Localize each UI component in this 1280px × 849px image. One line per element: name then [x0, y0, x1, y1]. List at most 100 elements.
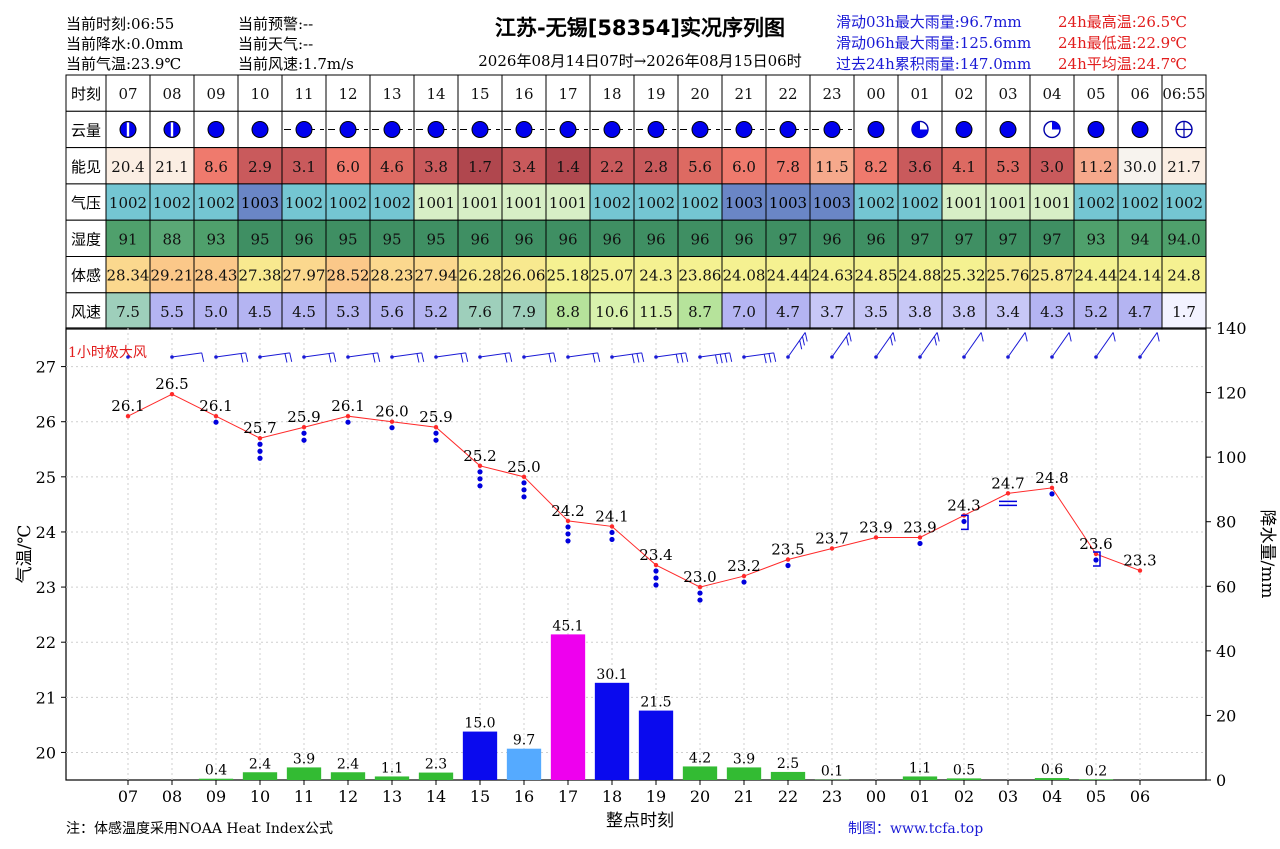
- x-tick-label: 20: [690, 787, 710, 806]
- x-tick-label: 03: [998, 787, 1018, 806]
- table-cell: [193, 219, 239, 257]
- table-value: 02: [954, 85, 973, 103]
- stat-tavg: 24h平均温:24.7℃: [1058, 55, 1187, 73]
- wind-barb-station: [126, 355, 130, 359]
- cloud-full-icon: [427, 120, 445, 138]
- table-value: 3.8: [952, 303, 976, 321]
- table-value: 25.87: [1031, 267, 1074, 285]
- rain-dot: [433, 437, 439, 443]
- table-cell: [853, 74, 899, 112]
- wind-barb-feather: [848, 332, 852, 342]
- table-cell: [457, 74, 503, 112]
- precip-bar-label: 30.1: [596, 667, 627, 683]
- table-value: 95: [338, 230, 357, 248]
- table-value: 12: [338, 85, 357, 103]
- wind-barb-feather: [933, 336, 937, 346]
- temperature-label: 23.7: [815, 529, 848, 547]
- rain-dot: [433, 430, 439, 436]
- x-tick-label: 17: [558, 787, 578, 806]
- table-cell: [897, 256, 943, 294]
- temperature-label: 25.9: [287, 408, 320, 426]
- table-cell: [1073, 256, 1119, 294]
- temperature-line: [127, 393, 1141, 588]
- temperature-point: [609, 524, 615, 529]
- table-value: 26.06: [503, 267, 546, 285]
- x-tick-label: 04: [1042, 787, 1062, 806]
- table-cell: [1161, 256, 1207, 294]
- table-cell: [677, 147, 723, 185]
- cloud-full-icon: [339, 120, 357, 138]
- precip-bar: [242, 772, 278, 780]
- x-tick-label: 19: [646, 787, 666, 806]
- wind-barb-shaft: [1095, 332, 1114, 358]
- wind-barb: [786, 332, 808, 359]
- table-cell: [941, 147, 987, 185]
- precip-bar-label: 3.9: [733, 751, 755, 767]
- x-tick-label: 15: [470, 787, 490, 806]
- cloud-quarter-fill: [1052, 121, 1060, 130]
- current-weather: 当前天气:--: [238, 35, 314, 53]
- x-tick-label: 18: [602, 787, 622, 806]
- precip-bar-label: 0.6: [1041, 762, 1063, 778]
- cloud-icon: [812, 120, 852, 138]
- table-row-feels_like: 体感 28.34 29.21 28.43 27.38 27.97 28.52 28.23 27.…: [65, 256, 1207, 294]
- table-value: 97: [954, 230, 973, 248]
- table-cell: [1029, 219, 1075, 257]
- row-label-cell: [65, 147, 107, 185]
- table-value: 96: [734, 230, 753, 248]
- table-value: 3.7: [820, 303, 844, 321]
- table-value: 3.8: [908, 303, 932, 321]
- wind-barb: [962, 332, 984, 359]
- cloud-full-icon: [735, 120, 753, 138]
- table-cell: [281, 256, 327, 294]
- wind-barb: [214, 352, 249, 363]
- table-value: 27.94: [415, 267, 458, 285]
- y2-axis-title: 降水量/mm: [1257, 510, 1277, 599]
- table-value: 25.18: [547, 267, 590, 285]
- table-value: 1.7: [468, 158, 492, 176]
- wind-barb-feather: [936, 332, 940, 342]
- cloud-icon: [328, 120, 368, 138]
- table-value: 7.8: [776, 158, 800, 176]
- table-value: 2.9: [248, 158, 272, 176]
- precip-bar: [638, 710, 674, 780]
- precip-bar: [726, 767, 762, 780]
- table-value: 24.3: [639, 267, 672, 285]
- table-value: 1001: [945, 194, 983, 212]
- temperature-point: [1049, 485, 1055, 491]
- temperature-label: 26.1: [199, 397, 232, 415]
- wind-barb-feather: [372, 353, 376, 363]
- rain-dot: [521, 480, 527, 486]
- rain-dot: [697, 590, 703, 596]
- temperature-point: [873, 535, 879, 540]
- table-value: 8.8: [556, 303, 580, 321]
- x-tick-label: 22: [778, 787, 798, 806]
- x-tick-label: 11: [294, 787, 314, 806]
- wind-barb-feather: [1068, 332, 1072, 342]
- wind-barb-shaft: [875, 332, 894, 358]
- x-axis-title: 整点时刻: [606, 811, 674, 831]
- y-tick-label: 24: [36, 523, 56, 542]
- temperature-label: 26.1: [111, 397, 144, 415]
- table-value: 22: [778, 85, 797, 103]
- table-cell: [721, 147, 767, 185]
- row-label-cell: [65, 292, 107, 330]
- cloud-full-icon: [559, 120, 577, 138]
- table-value: 28.23: [371, 267, 414, 285]
- temperature-point: [1093, 551, 1099, 557]
- table-value: 5.2: [1084, 303, 1108, 321]
- wind-barb-shaft: [1051, 332, 1070, 358]
- table-value: 1002: [1165, 194, 1203, 212]
- wind-barb-feather: [377, 352, 381, 362]
- table-value: 1002: [109, 194, 147, 212]
- table-value: 94.0: [1167, 230, 1200, 248]
- current-precip: 当前降水:0.0mm: [66, 35, 184, 53]
- cloud-full-icon: [647, 120, 665, 138]
- table-value: 1001: [417, 194, 455, 212]
- x-tick-label: 21: [734, 787, 754, 806]
- table-cell: [1073, 219, 1119, 257]
- table-value: 3.8: [424, 158, 448, 176]
- temperature-label: 25.7: [243, 419, 276, 437]
- wind-barb-shaft: [479, 352, 510, 358]
- table-value: 24.44: [1075, 267, 1118, 285]
